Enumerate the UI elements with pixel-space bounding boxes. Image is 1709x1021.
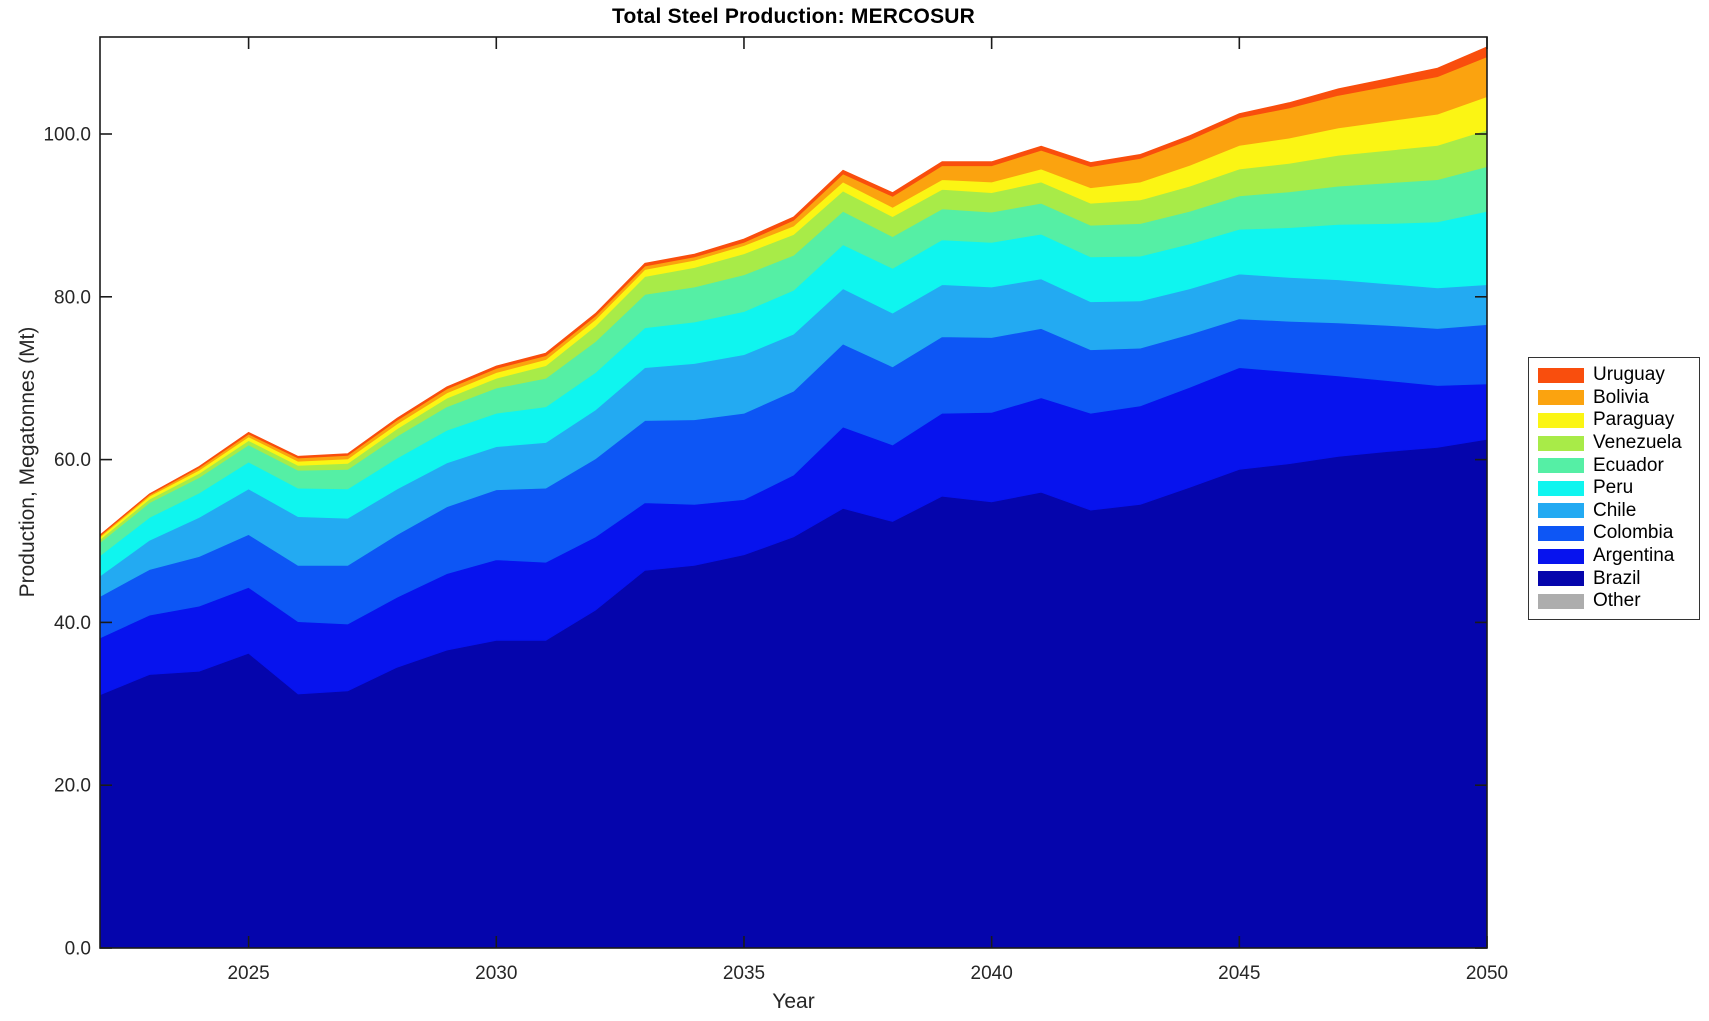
x-axis-label: Year — [772, 990, 815, 1013]
legend-label: Uruguay — [1593, 364, 1665, 386]
y-tick-label: 0.0 — [65, 939, 91, 960]
y-tick-label: 60.0 — [54, 450, 91, 471]
y-axis-label: Production, Megatonnes (Mt) — [16, 326, 39, 598]
y-tick-label: 100.0 — [43, 125, 91, 146]
legend-swatch-ecuador — [1538, 458, 1584, 474]
y-tick-label: 20.0 — [54, 776, 91, 797]
legend-item-other: Other — [1529, 590, 1699, 613]
legend-label: Peru — [1593, 477, 1634, 499]
legend-label: Paraguay — [1593, 409, 1675, 431]
legend-swatch-chile — [1538, 503, 1584, 519]
legend-label: Argentina — [1593, 545, 1675, 567]
legend-item-peru: Peru — [1529, 477, 1699, 500]
x-tick-label: 2045 — [1218, 963, 1260, 984]
legend-swatch-venezuela — [1538, 435, 1584, 451]
legend-item-uruguay: Uruguay — [1529, 364, 1699, 387]
legend-item-colombia: Colombia — [1529, 522, 1699, 545]
legend-swatch-bolivia — [1538, 390, 1584, 406]
legend-swatch-paraguay — [1538, 412, 1584, 428]
legend-swatch-argentina — [1538, 548, 1584, 564]
x-tick-label: 2030 — [475, 963, 517, 984]
y-tick-label: 40.0 — [54, 613, 91, 634]
legend-label: Ecuador — [1593, 454, 1664, 476]
chart-title: Total Steel Production: MERCOSUR — [611, 5, 976, 28]
x-tick-label: 2025 — [227, 963, 269, 984]
legend-swatch-brazil — [1538, 571, 1584, 587]
legend-swatch-peru — [1538, 480, 1584, 496]
legend: Uruguay Bolivia Paraguay Venezuela Ecuador Pe… — [1528, 357, 1700, 620]
legend-swatch-other — [1538, 593, 1584, 609]
legend-item-brazil: Brazil — [1529, 567, 1699, 590]
legend-label: Chile — [1593, 499, 1637, 521]
legend-label: Bolivia — [1593, 386, 1649, 408]
legend-swatch-uruguay — [1538, 367, 1584, 383]
legend-item-venezuela: Venezuela — [1529, 432, 1699, 455]
legend-item-bolivia: Bolivia — [1529, 387, 1699, 410]
legend-item-chile: Chile — [1529, 500, 1699, 523]
x-tick-label: 2040 — [971, 963, 1013, 984]
legend-swatch-colombia — [1538, 525, 1584, 541]
legend-item-ecuador: Ecuador — [1529, 454, 1699, 477]
legend-label: Colombia — [1593, 522, 1674, 544]
legend-item-paraguay: Paraguay — [1529, 409, 1699, 432]
legend-label: Brazil — [1593, 567, 1641, 589]
plot-border — [99, 36, 1488, 949]
y-tick-label: 80.0 — [54, 287, 91, 308]
x-tick-label: 2035 — [723, 963, 765, 984]
x-tick-label: 2050 — [1466, 963, 1508, 984]
legend-item-argentina: Argentina — [1529, 545, 1699, 568]
legend-label: Other — [1593, 590, 1641, 612]
legend-label: Venezuela — [1593, 432, 1682, 454]
